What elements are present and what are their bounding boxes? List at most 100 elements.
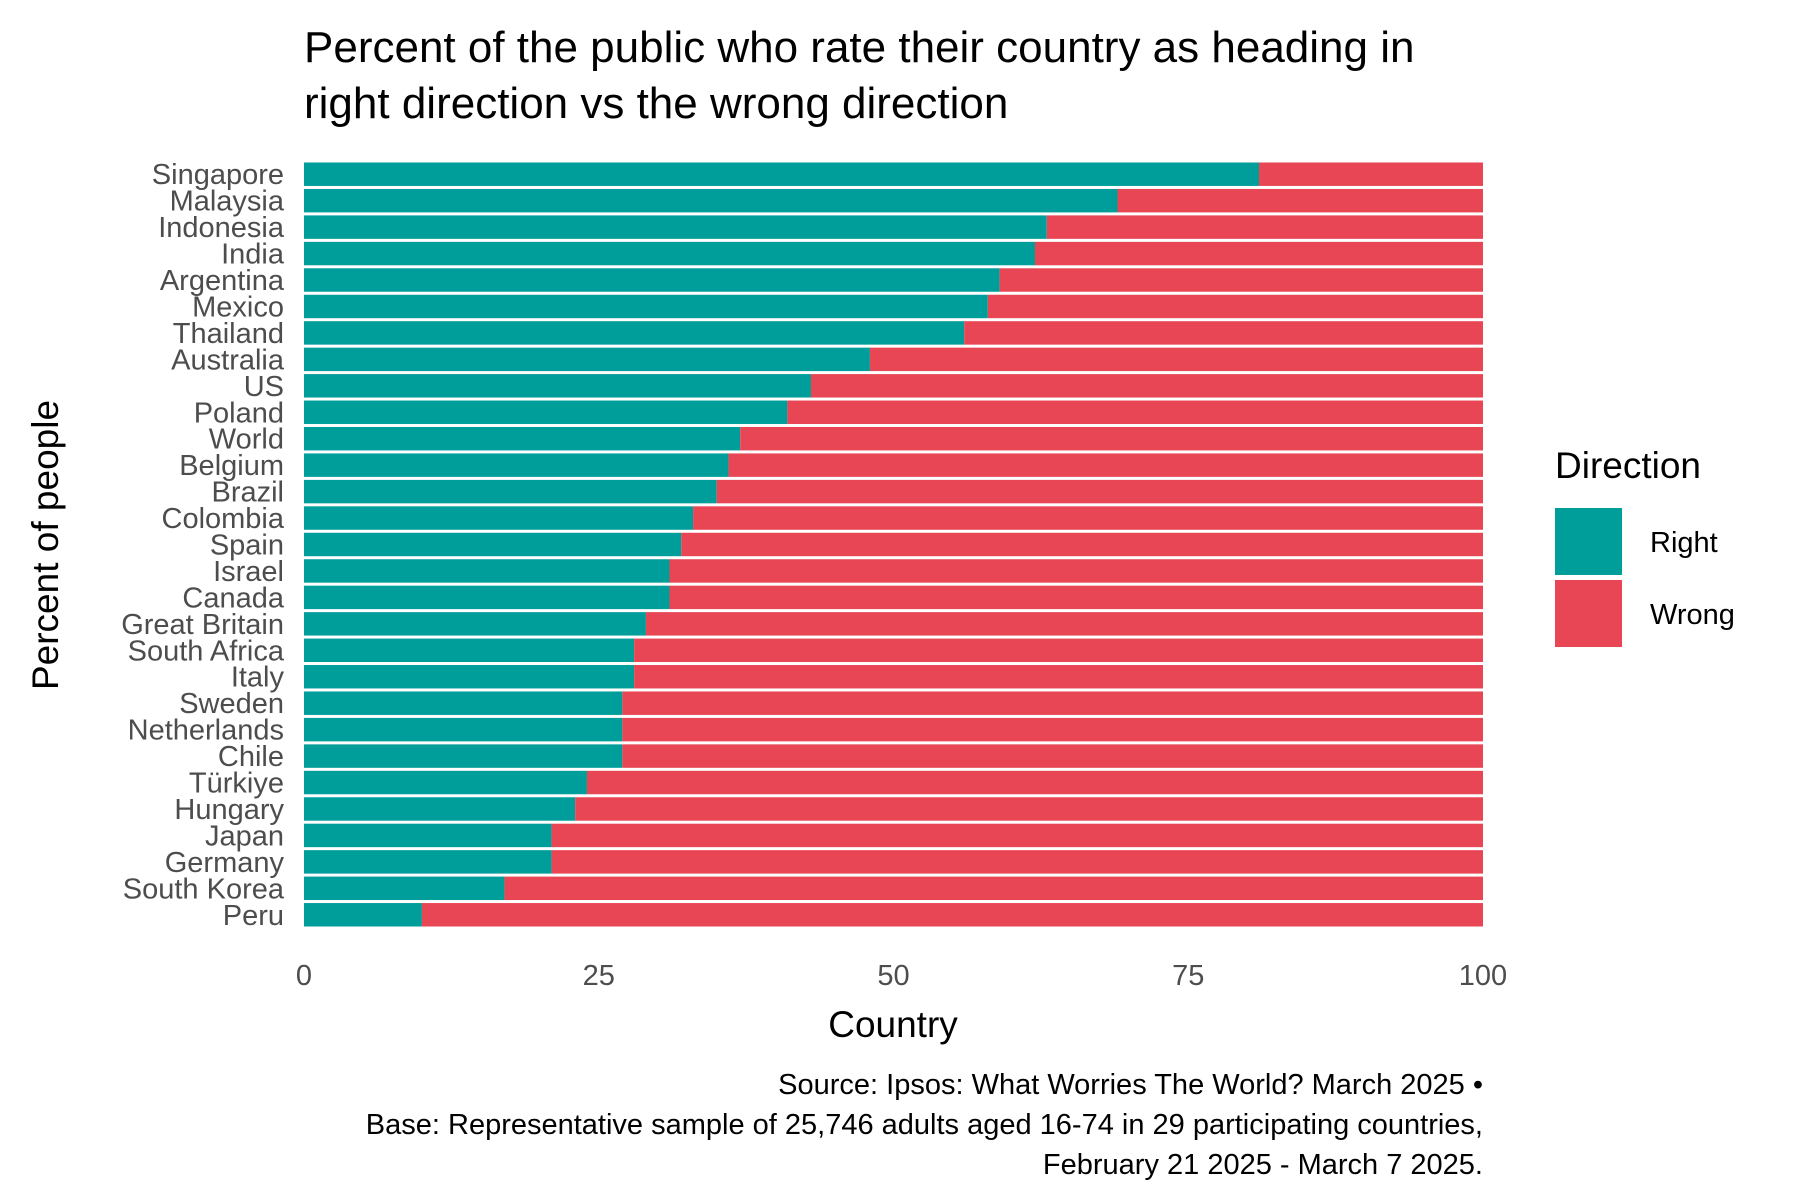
x-tick-label-75: 75 — [1172, 960, 1204, 992]
bar-israel-wrong — [669, 559, 1483, 583]
bar-south-africa-right — [304, 638, 635, 663]
bar-indonesia-right — [304, 215, 1047, 239]
bar-belgium-right — [304, 453, 729, 477]
bar-argentina-right — [304, 268, 1000, 292]
bar-thailand-wrong — [964, 321, 1483, 345]
bar-turkiye-right — [304, 770, 587, 795]
bar-indonesia-wrong — [1046, 215, 1483, 239]
category-label-singapore: Singapore — [152, 159, 284, 191]
bar-spain-right — [304, 532, 682, 557]
legend-label-wrong: Wrong — [1650, 599, 1735, 631]
x-tick-label-25: 25 — [583, 960, 615, 992]
x-tick-label-100: 100 — [1459, 960, 1507, 992]
bar-india-wrong — [1034, 241, 1483, 266]
bar-germany-wrong — [551, 850, 1483, 874]
bar-singapore-wrong — [1258, 162, 1483, 186]
x-tick-labels: 0 25 50 75 100 — [296, 960, 1507, 992]
bar-world-wrong — [740, 426, 1483, 451]
bar-chile-right — [304, 744, 623, 768]
bar-italy-right — [304, 665, 635, 689]
bar-brazil-wrong — [716, 479, 1483, 504]
bar-south-korea-wrong — [504, 876, 1483, 901]
bar-netherlands-wrong — [622, 717, 1483, 742]
bar-japan-wrong — [551, 823, 1483, 848]
bar-peru-wrong — [421, 903, 1483, 927]
bar-canada-wrong — [669, 585, 1483, 610]
category-label-argentina: Argentina — [160, 265, 285, 297]
bar-india-right — [304, 241, 1035, 266]
bar-germany-right — [304, 850, 552, 874]
chart-title-line-2: right direction vs the wrong direction — [304, 79, 1008, 128]
bar-great-britain-right — [304, 612, 646, 636]
category-label-malaysia: Malaysia — [170, 186, 285, 218]
category-label-world: World — [209, 424, 284, 456]
category-label-spain: Spain — [210, 530, 284, 562]
legend-key-wrong — [1555, 580, 1622, 647]
category-label-indonesia: Indonesia — [158, 212, 285, 244]
bar-colombia-right — [304, 506, 694, 530]
category-label-israel: Israel — [213, 556, 284, 588]
caption-line-3: February 21 2025 - March 7 2025. — [1043, 1149, 1483, 1181]
bar-spain-wrong — [681, 532, 1483, 557]
bar-turkiye-wrong — [586, 770, 1483, 795]
bar-sweden-right — [304, 691, 623, 715]
category-label-turkiye: Türkiye — [189, 768, 284, 800]
legend-key-right — [1555, 508, 1622, 575]
category-label-chile: Chile — [218, 741, 284, 773]
bar-japan-right — [304, 823, 552, 848]
bar-peru-right — [304, 903, 422, 927]
legend-title: Direction — [1555, 445, 1701, 486]
category-label-canada: Canada — [182, 582, 284, 614]
bar-south-korea-right — [304, 876, 505, 901]
bar-malaysia-wrong — [1117, 188, 1483, 213]
category-label-poland: Poland — [194, 397, 284, 429]
category-label-italy: Italy — [231, 662, 285, 694]
bar-canada-right — [304, 585, 670, 610]
bar-us-right — [304, 374, 811, 398]
category-labels: SingaporeMalaysiaIndonesiaIndiaArgentina… — [121, 159, 285, 932]
category-label-belgium: Belgium — [179, 450, 284, 482]
category-label-sweden: Sweden — [179, 688, 284, 720]
bar-brazil-right — [304, 479, 717, 504]
category-label-germany: Germany — [165, 847, 285, 879]
bar-poland-wrong — [787, 400, 1483, 424]
chart-title: Percent of the public who rate their cou… — [304, 23, 1414, 128]
category-label-us: US — [244, 371, 284, 403]
category-label-mexico: Mexico — [192, 291, 284, 323]
category-label-australia: Australia — [171, 344, 285, 376]
category-label-thailand: Thailand — [173, 318, 284, 350]
category-label-peru: Peru — [223, 900, 284, 932]
bar-australia-right — [304, 347, 870, 372]
legend-label-right: Right — [1650, 527, 1718, 559]
legend: Direction Right Wrong — [1555, 445, 1735, 647]
y-axis-title: Percent of people — [25, 400, 66, 690]
bars-group — [304, 162, 1483, 927]
category-label-south-korea: South Korea — [123, 873, 285, 905]
x-tick-label-50: 50 — [877, 960, 909, 992]
bar-malaysia-right — [304, 188, 1118, 213]
category-label-japan: Japan — [205, 820, 284, 852]
bar-italy-wrong — [634, 665, 1483, 689]
bar-south-africa-wrong — [634, 638, 1483, 663]
category-label-south-africa: South Africa — [128, 635, 285, 667]
bar-argentina-wrong — [999, 268, 1483, 292]
x-tick-label-0: 0 — [296, 960, 312, 992]
bar-israel-right — [304, 559, 670, 583]
bar-belgium-wrong — [728, 453, 1483, 477]
bar-mexico-wrong — [987, 294, 1483, 319]
bar-chile-wrong — [622, 744, 1483, 768]
category-label-brazil: Brazil — [211, 477, 284, 509]
x-axis-title: Country — [828, 1004, 958, 1045]
category-label-great-britain: Great Britain — [121, 609, 284, 641]
bar-hungary-wrong — [575, 797, 1483, 821]
category-label-india: India — [221, 239, 285, 271]
bar-hungary-right — [304, 797, 576, 821]
bar-sweden-wrong — [622, 691, 1483, 715]
category-label-netherlands: Netherlands — [128, 715, 284, 747]
bar-poland-right — [304, 400, 788, 424]
bar-us-wrong — [810, 374, 1483, 398]
bar-world-right — [304, 426, 741, 451]
category-label-colombia: Colombia — [162, 503, 285, 535]
chart-title-line-1: Percent of the public who rate their cou… — [304, 23, 1414, 72]
